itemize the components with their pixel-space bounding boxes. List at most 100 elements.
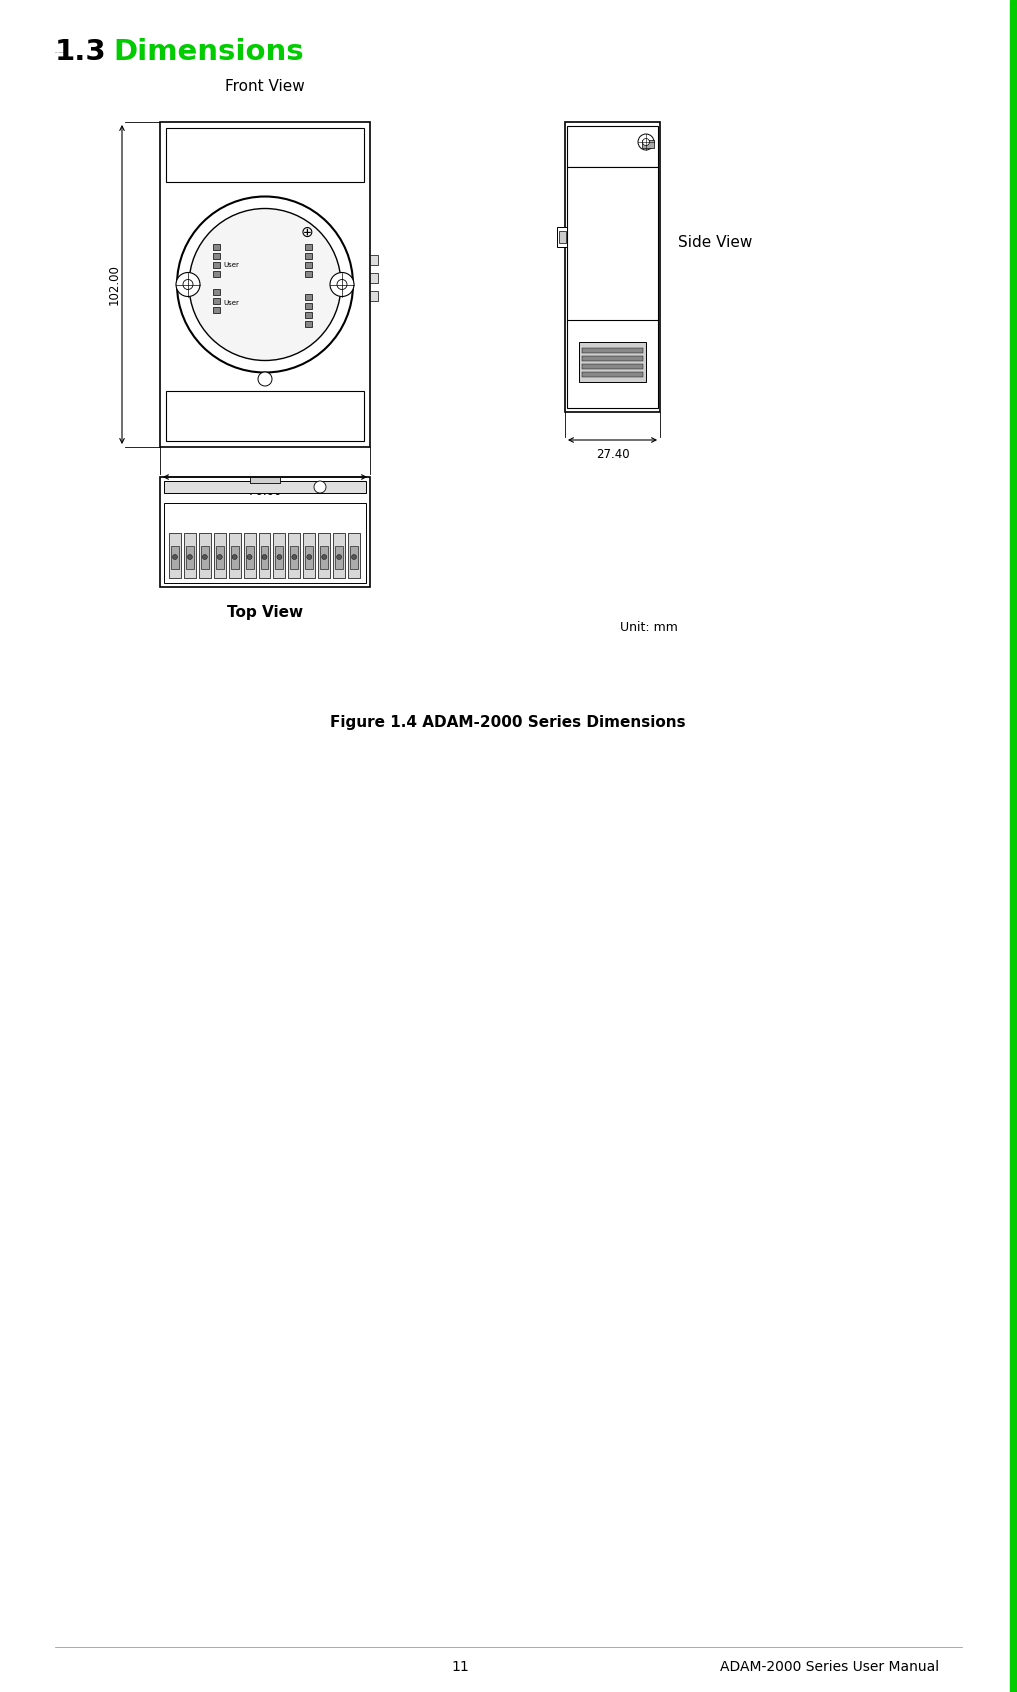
- Bar: [579, 342, 646, 382]
- Bar: [582, 364, 643, 369]
- Circle shape: [189, 208, 341, 360]
- Bar: [370, 272, 378, 283]
- Bar: [244, 533, 255, 579]
- Circle shape: [330, 272, 354, 296]
- Circle shape: [218, 555, 223, 560]
- Bar: [582, 372, 643, 377]
- Bar: [582, 349, 643, 354]
- Bar: [229, 533, 241, 579]
- Bar: [169, 533, 181, 579]
- Bar: [213, 262, 220, 267]
- Bar: [291, 547, 298, 569]
- Circle shape: [337, 555, 342, 560]
- Text: ADAM-2000 Series User Manual: ADAM-2000 Series User Manual: [720, 1660, 939, 1673]
- Bar: [642, 140, 654, 147]
- Bar: [260, 547, 268, 569]
- Circle shape: [187, 555, 192, 560]
- Bar: [305, 303, 312, 308]
- Bar: [200, 547, 208, 569]
- Bar: [559, 230, 566, 242]
- Bar: [305, 244, 312, 249]
- Circle shape: [314, 481, 326, 492]
- Bar: [274, 533, 286, 579]
- Circle shape: [292, 555, 297, 560]
- Bar: [213, 306, 220, 313]
- Circle shape: [321, 555, 326, 560]
- Bar: [289, 533, 300, 579]
- Bar: [231, 547, 239, 569]
- Text: Dimensions: Dimensions: [113, 37, 304, 66]
- Bar: [336, 547, 343, 569]
- Circle shape: [183, 279, 193, 289]
- Bar: [350, 547, 358, 569]
- Text: Figure 1.4 ADAM-2000 Series Dimensions: Figure 1.4 ADAM-2000 Series Dimensions: [331, 714, 685, 729]
- Bar: [305, 320, 312, 327]
- Text: ⊕: ⊕: [301, 225, 313, 240]
- Bar: [318, 533, 331, 579]
- Circle shape: [247, 555, 252, 560]
- Bar: [160, 477, 370, 587]
- Bar: [305, 252, 312, 259]
- Bar: [160, 122, 370, 447]
- Bar: [305, 262, 312, 267]
- Circle shape: [232, 555, 237, 560]
- Bar: [305, 311, 312, 318]
- Circle shape: [262, 555, 267, 560]
- Circle shape: [307, 555, 312, 560]
- Bar: [213, 298, 220, 303]
- Bar: [246, 547, 253, 569]
- Bar: [250, 477, 280, 482]
- Bar: [305, 547, 313, 569]
- Text: 27.40: 27.40: [596, 448, 630, 460]
- Circle shape: [258, 372, 272, 386]
- Bar: [184, 533, 196, 579]
- Text: Front View: Front View: [225, 80, 305, 95]
- Circle shape: [173, 555, 177, 560]
- Bar: [276, 547, 284, 569]
- Text: 11: 11: [452, 1660, 469, 1673]
- Circle shape: [643, 139, 650, 146]
- Text: Unit: mm: Unit: mm: [620, 621, 678, 633]
- Bar: [303, 533, 315, 579]
- Bar: [164, 481, 366, 492]
- Bar: [214, 533, 226, 579]
- Circle shape: [177, 196, 353, 372]
- Bar: [567, 125, 658, 168]
- Bar: [216, 547, 224, 569]
- Text: 1.3: 1.3: [55, 37, 107, 66]
- Bar: [305, 293, 312, 299]
- Circle shape: [337, 279, 347, 289]
- Bar: [1010, 0, 1017, 1692]
- Bar: [557, 227, 567, 247]
- Text: User: User: [223, 299, 239, 306]
- Bar: [258, 533, 271, 579]
- Circle shape: [176, 272, 200, 296]
- Bar: [305, 271, 312, 276]
- Bar: [320, 547, 328, 569]
- Bar: [567, 320, 658, 408]
- Bar: [213, 271, 220, 276]
- Bar: [348, 533, 360, 579]
- Bar: [565, 122, 660, 411]
- Bar: [186, 547, 194, 569]
- Circle shape: [638, 134, 654, 151]
- Bar: [213, 252, 220, 259]
- Bar: [582, 355, 643, 360]
- Bar: [567, 168, 658, 321]
- Bar: [199, 533, 211, 579]
- Text: Side View: Side View: [678, 235, 753, 249]
- Circle shape: [202, 555, 207, 560]
- Circle shape: [277, 555, 282, 560]
- Bar: [370, 254, 378, 264]
- Text: 70.00: 70.00: [248, 486, 282, 497]
- Text: Top View: Top View: [227, 606, 303, 619]
- Bar: [164, 503, 366, 584]
- Bar: [171, 547, 179, 569]
- Text: 102.00: 102.00: [108, 264, 120, 305]
- Text: User: User: [223, 262, 239, 267]
- Bar: [334, 533, 345, 579]
- Bar: [166, 129, 364, 183]
- Circle shape: [352, 555, 357, 560]
- Bar: [213, 244, 220, 249]
- Bar: [213, 289, 220, 294]
